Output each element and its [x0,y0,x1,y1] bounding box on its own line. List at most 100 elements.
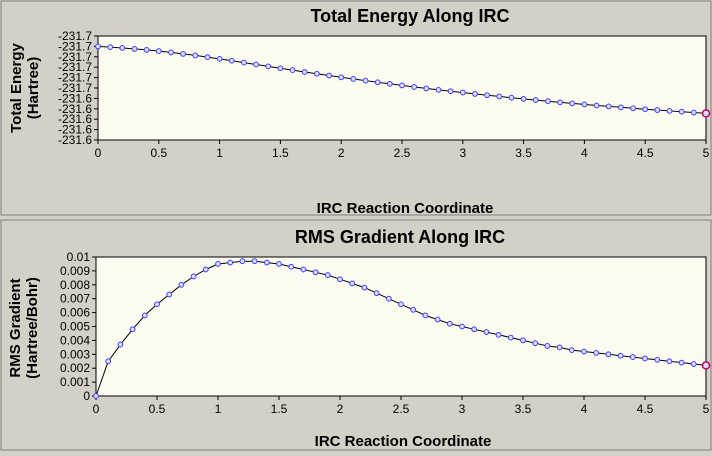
gradient-data-point [300,266,307,273]
energy-data-point [690,109,697,116]
energy-y-tick-label: -231.6 [58,102,92,116]
energy-data-point [131,45,138,52]
gradient-x-tick-label: 5 [703,402,710,416]
energy-data-point [253,61,259,68]
energy-data-point [301,69,308,75]
gradient-y-tick-label: 0.01 [67,250,91,264]
gradient-data-point [227,259,234,266]
gradient-data-point [117,341,124,348]
gradient-data-point [154,301,160,308]
energy-y-tick-label: -231.6 [58,133,92,147]
gradient-y-tick-label: 0.001 [60,375,90,389]
gradient-data-point [556,344,563,351]
gradient-y-tick-label: 0.004 [60,333,90,347]
gradient-data-point [337,276,343,283]
gradient-data-point [129,326,136,333]
gradient-y-tick-label: 0.005 [60,320,90,334]
gradient-data-point [434,316,441,323]
gradient-data-point [385,295,392,302]
energy-data-point [180,50,187,57]
energy-x-tick-label: 0 [95,146,102,160]
energy-data-point [642,106,649,113]
energy-data-point [569,100,576,107]
energy-data-point [520,96,527,102]
gradient-x-tick-label: 4.5 [637,402,654,416]
energy-x-tick-label: 5 [703,146,710,160]
gradient-data-point [324,272,331,278]
energy-data-point [472,91,478,97]
gradient-data-point [251,258,258,265]
gradient-y-tick-label: 0.003 [60,347,90,361]
energy-y-tick-label: -231.6 [58,91,92,105]
gradient-data-point [276,261,282,267]
energy-y-tick-label: -231.7 [58,81,92,95]
energy-data-point [350,76,357,82]
gradient-data-point [141,312,148,319]
gradient-data-point [361,284,368,291]
energy-data-point [386,80,393,87]
gradient-data-point [654,356,661,363]
gradient-data-point [520,337,526,344]
energy-chart-title: Total Energy Along IRC [310,6,509,26]
gradient-data-point [190,273,197,280]
gradient-x-tick-label: 0 [93,402,100,416]
energy-data-point [204,54,211,61]
energy-y-tick-label: -231.7 [58,50,92,64]
energy-data-point [411,84,418,90]
gradient-x-tick-label: 2.5 [393,402,410,416]
gradient-y-tick-label: 0.007 [60,292,90,306]
gradient-data-point [202,266,209,273]
energy-y-tick-label: -231.6 [58,112,92,126]
energy-data-point [326,72,332,79]
energy-x-tick-label: 0.5 [150,146,167,160]
gradient-data-point [459,323,465,330]
gradient-x-tick-label: 0.5 [149,402,166,416]
gradient-data-point [629,354,636,360]
energy-marks: 0 0.5 1 1.5 2 2.5 3 3.5 4 4.5 5-231.6-231.6-231.6-… [58,29,711,160]
energy-data-point [265,63,272,70]
energy-y-tick-label: -231.7 [58,29,92,43]
gradient-data-point [288,263,295,270]
gradient-data-point [93,393,99,399]
energy-data-point [484,92,491,99]
energy-data-point [338,74,345,81]
gradient-data-point [263,259,270,266]
gradient-y-tick-label: 0.002 [60,361,90,375]
gradient-data-point [178,281,185,288]
energy-x-tick-label: 3 [459,146,466,160]
gradient-data-point [215,261,221,267]
energy-data-point [423,85,430,92]
gradient-data-point [593,350,600,356]
gradient-data-point [617,352,624,359]
gradient-data-point [483,329,490,335]
energy-y-tick-label: -231.6 [58,123,92,137]
gradient-data-point [581,348,587,355]
gradient-marks: 0 0.5 1 1.5 2 2.5 3 3.5 4 4.5 500.0010.0020.0030.0… [60,250,711,416]
energy-data-point [496,93,503,100]
gradient-y-axis-label-line2: (Hartree/Bohr) [24,277,41,379]
energy-x-tick-label: 4 [581,146,588,160]
energy-x-tick-label: 1 [216,146,223,160]
energy-current-point [701,109,711,118]
gradient-data-point [349,280,356,287]
gradient-data-point [398,301,404,308]
gradient-x-tick-label: 3.5 [515,402,532,416]
gradient-data-point [495,331,502,338]
energy-data-point [95,43,101,50]
energy-data-point [192,52,199,59]
energy-data-point [362,77,369,84]
gradient-data-point [410,306,417,313]
energy-data-point [277,65,284,72]
energy-x-tick-label: 2.5 [394,146,411,160]
gradient-y-tick-label: 0.006 [60,306,90,320]
gradient-plot-area [95,256,707,397]
energy-data-point [459,89,466,96]
gradient-data-point [690,361,697,367]
gradient-x-tick-label: 2 [337,402,344,416]
energy-y-axis-label-line2: (Hartree) [25,57,42,120]
energy-data-point [374,79,381,86]
energy-data-point [168,49,174,56]
energy-data-point [447,88,454,95]
gradient-data-point [446,320,453,327]
